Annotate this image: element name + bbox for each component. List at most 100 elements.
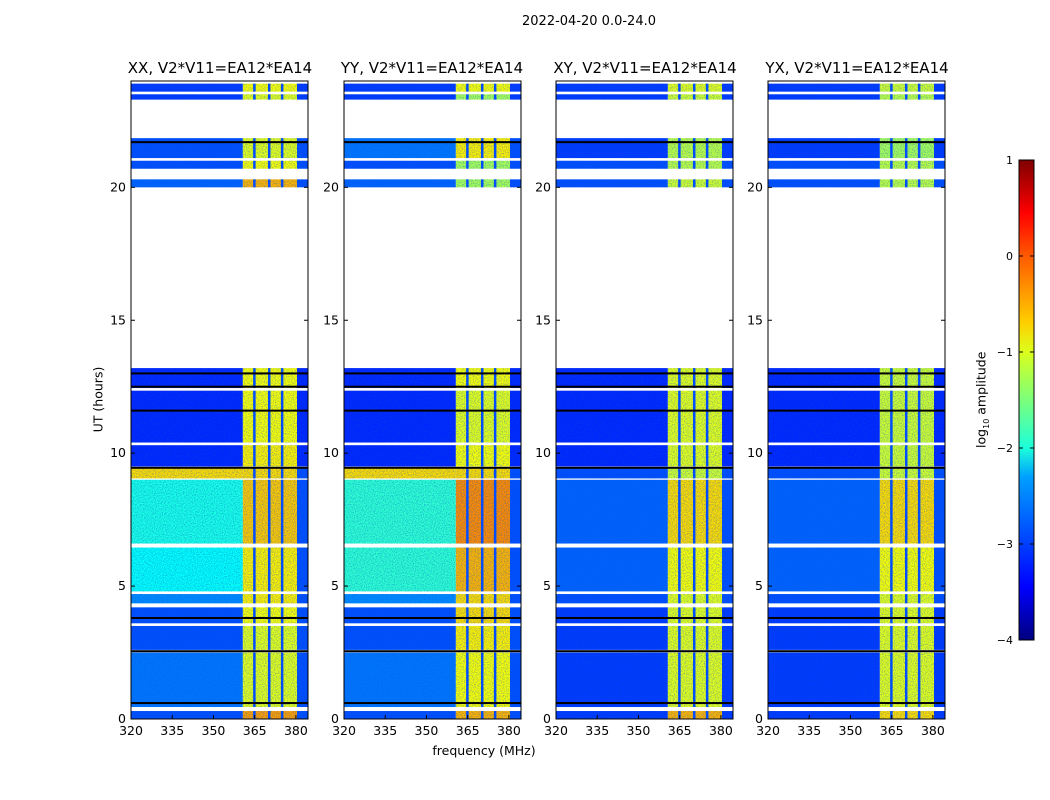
dark-channel [253,594,256,604]
dark-channel [466,625,469,650]
dark-channel [253,652,256,708]
dark-channel [280,94,284,100]
panel-title-yx: YX, V2*V11=EA12*EA14 [765,59,949,77]
band-noise [131,390,308,443]
dark-channel [267,479,271,544]
dark-channel [904,160,908,169]
dark-channel [493,368,497,389]
dark-channel [705,547,709,592]
dark-channel [678,652,681,708]
panel-title-yy: YY, V2*V11=EA12*EA14 [340,59,524,77]
y-tick-label: 20 [323,179,339,194]
dark-channel [890,547,893,592]
dark-channel [890,445,893,467]
dark-channel [480,467,484,479]
dark-channel [267,179,271,188]
dark-channel [890,138,893,159]
band-noise [768,83,945,92]
dark-channel [890,390,893,443]
panel-title-xx: XX, V2*V11=EA12*EA14 [127,59,313,77]
dark-channel [692,607,696,624]
dark-channel [904,652,908,708]
band-noise [344,94,521,100]
dark-channel [253,479,256,544]
flagged-line [556,372,733,375]
dark-channel [493,94,497,100]
dark-channel [493,467,497,479]
dark-channel [466,467,469,479]
axes-frame [767,80,946,720]
flagged-line [768,372,945,375]
y-tick-label: 10 [110,445,126,460]
dark-channel [890,467,893,479]
dark-channel [267,445,271,467]
dark-channel [917,94,921,100]
dark-channel [692,94,696,100]
dark-channel [493,652,497,708]
band-noise [131,479,308,544]
band-noise [344,179,521,188]
flagged-line [768,616,945,619]
dark-channel [253,94,256,100]
dark-channel [493,711,497,719]
dark-channel [267,94,271,100]
x-tick-label: 365 [880,723,904,738]
dark-channel [280,138,284,159]
x-tick-label: 335 [373,723,397,738]
y-tick-label: 20 [110,179,126,194]
dark-channel [692,625,696,650]
x-tick-label: 320 [756,723,780,738]
dark-channel [692,138,696,159]
y-tick-label: 5 [543,578,551,593]
dark-channel [890,160,893,169]
dark-channel [705,94,709,100]
x-tick-label: 320 [544,723,568,738]
dark-channel [480,652,484,708]
dark-channel [904,467,908,479]
dark-channel [493,625,497,650]
dark-channel [267,547,271,592]
flagged-line [344,372,521,375]
y-tick-label: 15 [535,312,551,327]
dark-channel [705,368,709,389]
flagged-line [131,141,308,144]
panel-3: 0 5 10 15 20 320 335 350 365 380 [747,80,946,738]
dark-channel [466,594,469,604]
dark-channel [705,83,709,92]
dark-channel [267,594,271,604]
dark-channel [904,594,908,604]
axes-frame [130,80,309,720]
dark-channel [705,594,709,604]
dark-channel [917,625,921,650]
dark-channel [493,390,497,443]
band-noise [344,467,521,479]
x-tick-label: 380 [497,723,521,738]
y-tick-label: 0 [755,711,763,726]
x-tick-label: 365 [243,723,267,738]
dark-channel [480,445,484,467]
flagged-line [131,466,308,469]
dark-channel [692,368,696,389]
dark-channel [253,390,256,443]
x-tick-label: 365 [668,723,692,738]
x-axis-label: frequency (MHz) [432,743,536,758]
dark-channel [917,179,921,188]
y-tick-label: 20 [747,179,763,194]
band-noise [556,83,733,92]
y-tick-label: 15 [747,312,763,327]
flagged-line [768,409,945,412]
dark-channel [493,179,497,188]
dark-channel [904,368,908,389]
dark-channel [917,594,921,604]
band-noise [768,467,945,479]
dark-channel [480,594,484,604]
dark-channel [493,160,497,169]
flagged-line [556,466,733,469]
y-tick-label: 15 [110,312,126,327]
x-tick-label: 380 [709,723,733,738]
flagged-line [768,650,945,653]
dark-channel [705,711,709,719]
dark-channel [917,711,921,719]
band-noise [344,652,521,708]
dark-channel [678,594,681,604]
